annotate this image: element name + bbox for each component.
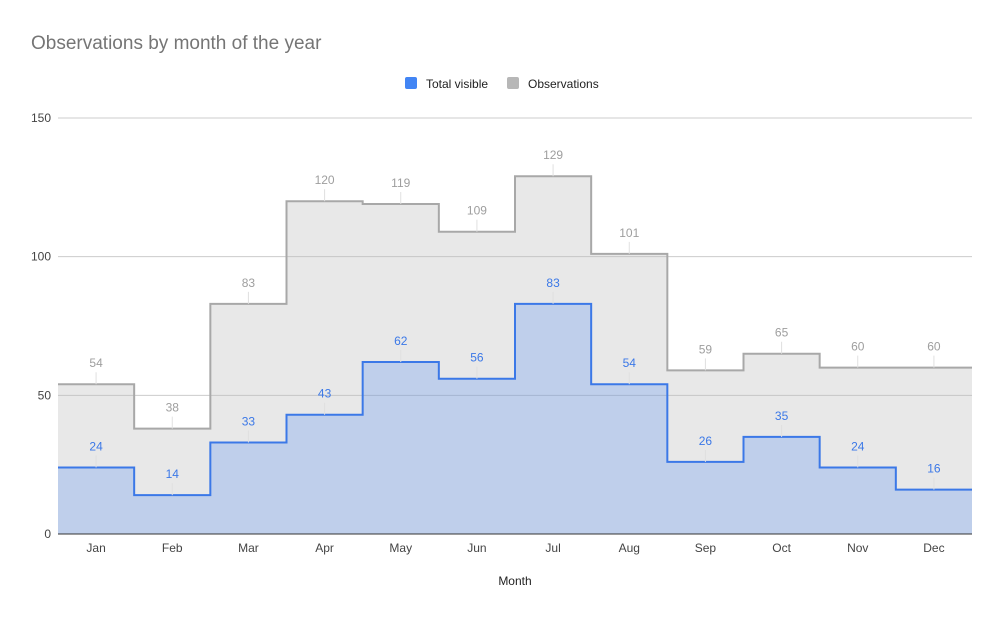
y-tick-label: 100: [31, 250, 51, 264]
y-tick-label: 50: [38, 388, 52, 402]
legend-swatch: [507, 77, 519, 89]
x-tick-label: Jan: [86, 541, 105, 555]
data-label: 83: [546, 276, 560, 290]
data-label: 109: [467, 204, 487, 218]
legend-label: Total visible: [426, 77, 488, 91]
data-label: 14: [166, 467, 180, 481]
x-tick-label: Aug: [619, 541, 640, 555]
data-label: 101: [619, 226, 639, 240]
data-label: 119: [391, 176, 410, 190]
x-tick-label: Jul: [545, 541, 560, 555]
x-tick-label: Nov: [847, 541, 868, 555]
legend-item[interactable]: Observations: [507, 77, 599, 91]
data-label: 56: [470, 351, 484, 365]
line-total-visible: [58, 302, 972, 497]
x-tick-label: Apr: [315, 541, 334, 555]
legend-label: Observations: [528, 77, 599, 91]
legend-swatch: [405, 77, 417, 89]
x-tick-label: Feb: [162, 541, 183, 555]
chart-title: Observations by month of the year: [31, 33, 322, 54]
data-label: 60: [927, 340, 941, 354]
data-label: 35: [775, 409, 789, 423]
y-tick-label: 0: [44, 527, 51, 541]
data-label: 38: [166, 401, 180, 415]
data-labels: 24 14 33 43 62 56 83 54 26 35 24 16 54 38 83 120 119 109 1…: [89, 148, 941, 496]
data-label: 83: [242, 276, 256, 290]
area-total-visible: [58, 303, 972, 534]
data-label: 60: [851, 340, 865, 354]
data-label: 59: [699, 342, 713, 356]
data-label: 16: [927, 462, 941, 476]
axes: 0 50 100 150 Jan Feb Mar Apr May Jun Jul Aug Sep Oct N…: [31, 111, 972, 555]
line-observations: [58, 175, 972, 430]
data-label: 65: [775, 326, 789, 340]
data-label: 54: [623, 356, 637, 370]
data-label: 129: [543, 148, 563, 162]
legend-item[interactable]: Total visible: [405, 77, 488, 91]
x-tick-label: Mar: [238, 541, 259, 555]
x-tick-label: Sep: [695, 541, 717, 555]
legend[interactable]: Total visible Observations: [405, 77, 599, 91]
x-tick-label: Dec: [923, 541, 944, 555]
data-label: 33: [242, 414, 256, 428]
data-label: 120: [315, 173, 335, 187]
data-label: 54: [89, 356, 103, 370]
x-axis-title: Month: [498, 574, 531, 588]
x-tick-label: Oct: [772, 541, 791, 555]
data-label: 26: [699, 434, 713, 448]
y-tick-label: 150: [31, 111, 51, 125]
series-lines: [58, 175, 972, 497]
data-label: 24: [89, 439, 103, 453]
data-label: 43: [318, 387, 332, 401]
data-label: 24: [851, 439, 865, 453]
x-tick-label: Jun: [467, 541, 486, 555]
data-label: 62: [394, 334, 408, 348]
x-tick-label: May: [389, 541, 412, 555]
